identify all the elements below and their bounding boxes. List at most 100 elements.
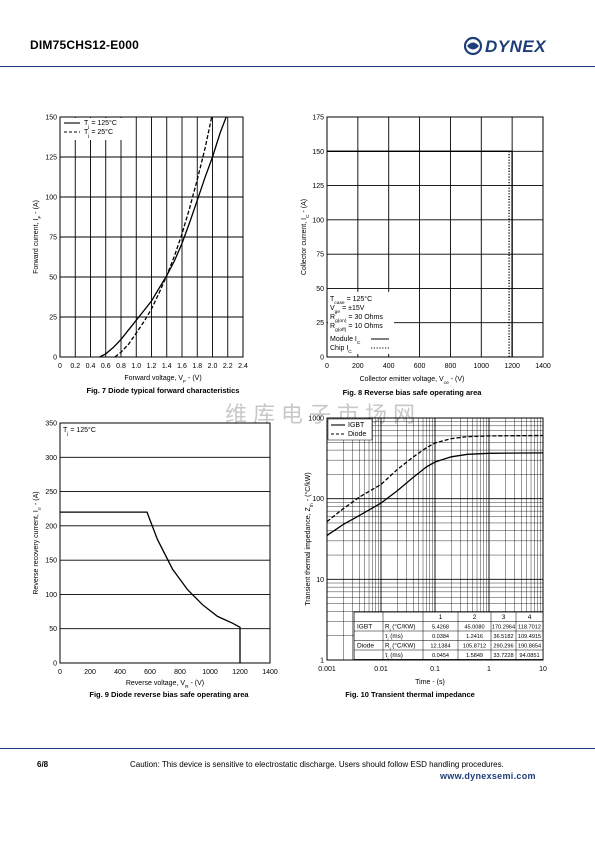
series-line xyxy=(326,452,544,536)
x-tick-label: 800 xyxy=(445,363,457,370)
x-tick-label: 600 xyxy=(414,363,426,370)
condition-label: Rg(off) = 10 Ohms xyxy=(330,323,383,333)
y-tick-label: 350 xyxy=(45,421,57,428)
fig8-chart: 0 200 400 600 800 1000 1200 1400 0 25 50 75 100 125 15… xyxy=(301,115,551,398)
figure-caption: Fig. 7 Diode typical forward characteris… xyxy=(87,386,240,395)
x-axis-label: Reverse voltage, VR - (V) xyxy=(126,680,204,690)
y-tick-label: 0 xyxy=(53,355,57,362)
y-axis-label: Forward current, IF - (A) xyxy=(33,200,43,274)
y-tick-label: 150 xyxy=(45,558,57,565)
table-param-label: τi (ms) xyxy=(385,633,403,642)
table-cell: 105.8712 xyxy=(463,644,486,650)
y-tick-label: 150 xyxy=(312,149,324,156)
fig10-legend: IGBT Diode xyxy=(327,418,373,441)
y-tick-label: 175 xyxy=(312,115,324,122)
y-tick-label: 125 xyxy=(45,155,57,162)
y-tick-label: 0 xyxy=(320,355,324,362)
x-axis-label: Forward voltage, VF - (V) xyxy=(124,375,201,385)
page-number: 6/8 xyxy=(37,760,49,769)
series-line xyxy=(60,511,241,663)
x-tick-label: 0.01 xyxy=(374,666,388,673)
plot-frame xyxy=(59,116,244,358)
x-tick-label: 10 xyxy=(539,666,547,673)
table-cell: 0.0454 xyxy=(432,653,449,659)
x-tick-label: 1200 xyxy=(232,669,248,676)
fig10-chart: 0.001 0.01 0.1 1 10 1 10 100 1000 Time - (s) Trans… xyxy=(304,416,547,700)
table-cell: 45.0080 xyxy=(464,625,484,631)
fig9-annotation: Tj = 125°C xyxy=(61,424,101,437)
y-tick-label: 100 xyxy=(312,496,324,503)
website-link[interactable]: www.dynexsemi.com xyxy=(440,771,536,781)
x-tick-label: 1 xyxy=(487,666,491,673)
x-tick-label: 1200 xyxy=(504,363,520,370)
y-tick-label: 25 xyxy=(49,315,57,322)
table-cell: 170.2964 xyxy=(492,625,515,631)
table-cell: 118.7012 xyxy=(518,625,541,631)
table-device-label: IGBT xyxy=(357,624,372,631)
table-cell: 5.4268 xyxy=(432,625,449,631)
table-col-header: 3 xyxy=(502,614,506,621)
x-tick-label: 1000 xyxy=(473,363,489,370)
legend-label: Tj = 25°C xyxy=(84,128,113,139)
figure-caption: Fig. 8 Reverse bias safe operating area xyxy=(343,388,483,397)
legend-label: Module IC xyxy=(330,336,361,346)
x-tick-label: 400 xyxy=(114,669,126,676)
x-tick-label: 400 xyxy=(383,363,395,370)
x-axis-label: Time - (s) xyxy=(415,679,445,686)
y-tick-label: 200 xyxy=(45,523,57,530)
y-tick-label: 75 xyxy=(316,252,324,259)
x-tick-label: 0.6 xyxy=(101,363,111,370)
x-tick-label: 1.0 xyxy=(131,363,141,370)
x-tick-label: 0.4 xyxy=(86,363,96,370)
y-axis-label: Collector current, IC - (A) xyxy=(301,199,311,275)
esd-caution-text: Caution: This device is sensitive to ele… xyxy=(130,760,504,769)
annotation-label: Tj = 125°C xyxy=(63,426,96,437)
y-tick-label: 1 xyxy=(320,658,324,665)
table-param-label: τi (ms) xyxy=(385,652,403,661)
table-param-label: Ri (°C/KW) xyxy=(385,642,415,652)
x-tick-label: 1.6 xyxy=(177,363,187,370)
y-tick-label: 125 xyxy=(312,183,324,190)
table-cell: 1.2416 xyxy=(466,634,483,640)
x-tick-label: 2.0 xyxy=(208,363,218,370)
legend-box xyxy=(327,418,373,441)
table-cell: 94.0851 xyxy=(519,653,539,659)
legend-label: Tj = 125°C xyxy=(84,119,117,130)
x-tick-label: 0.2 xyxy=(70,363,80,370)
x-tick-label: 600 xyxy=(144,669,156,676)
y-tick-label: 25 xyxy=(316,320,324,327)
x-tick-label: 800 xyxy=(174,669,186,676)
x-tick-label: 1000 xyxy=(202,669,218,676)
y-tick-label: 0 xyxy=(53,661,57,668)
series-line xyxy=(327,150,510,357)
table-cell: 1.5849 xyxy=(466,653,483,659)
table-col-header: 2 xyxy=(473,614,477,621)
y-tick-label: 50 xyxy=(49,626,57,633)
table-frame xyxy=(353,611,544,660)
condition-label: Vge = ±15V xyxy=(330,305,365,315)
table-cell: 190.8654 xyxy=(518,644,541,650)
plot-frame xyxy=(326,116,544,358)
legend-label: IGBT xyxy=(348,422,365,429)
y-axis-label: Transient thermal impedance, Zth - (°C/k… xyxy=(304,472,315,605)
x-tick-label: 200 xyxy=(352,363,364,370)
watermark: 维库电子市场网 xyxy=(225,403,422,428)
figure-caption: Fig. 9 Diode reverse bias safe operating… xyxy=(89,690,249,699)
document-title: DIM75CHS12-E000 xyxy=(30,38,140,52)
y-tick-label: 250 xyxy=(45,489,57,496)
table-cell: 36.5182 xyxy=(493,634,513,640)
table-device-label: Diode xyxy=(357,643,374,650)
x-tick-label: 200 xyxy=(84,669,96,676)
x-tick-label: 1.2 xyxy=(147,363,157,370)
y-tick-label: 50 xyxy=(316,286,324,293)
x-tick-label: 1400 xyxy=(262,669,278,676)
x-tick-label: 0.8 xyxy=(116,363,126,370)
x-tick-label: 1.8 xyxy=(192,363,202,370)
y-tick-label: 100 xyxy=(45,195,57,202)
footer-rule xyxy=(0,748,595,749)
x-tick-label: 0.001 xyxy=(318,666,336,673)
y-tick-label: 50 xyxy=(49,275,57,282)
